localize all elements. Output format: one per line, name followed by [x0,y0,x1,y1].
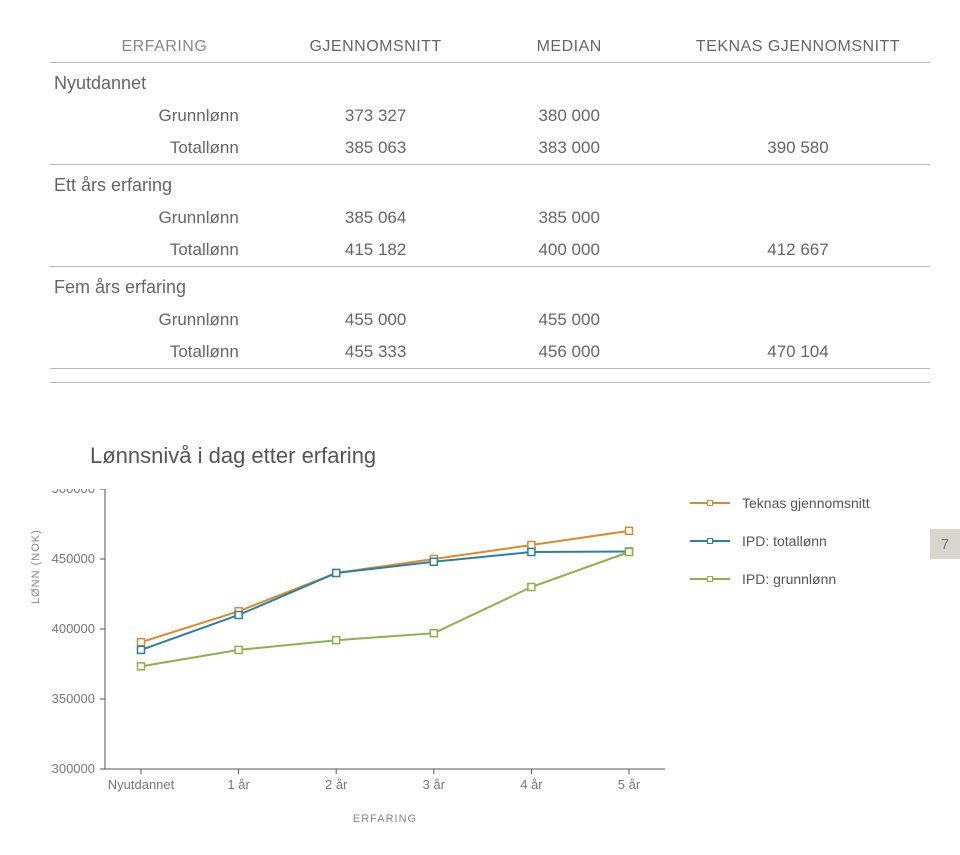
row-teknas [666,304,930,336]
row-label: Grunnlønn [50,202,279,234]
table-row: Totallønn455 333456 000470 104 [50,336,930,369]
table-row: Grunnlønn373 327380 000 [50,100,930,132]
row-label: Grunnlønn [50,100,279,132]
row-median: 380 000 [472,100,666,132]
legend-item: IPD: totallønn [690,533,870,549]
th-median: MEDIAN [472,30,666,63]
row-mean: 385 063 [279,132,473,165]
row-mean: 373 327 [279,100,473,132]
svg-text:450000: 450000 [52,551,95,566]
row-teknas: 470 104 [666,336,930,369]
chart-legend: Teknas gjennomsnitt IPD: totallønn IPD: gr… [690,495,870,609]
row-mean: 385 064 [279,202,473,234]
legend-label: Teknas gjennomsnitt [742,495,870,511]
chart-xlabel: ERFARING [105,813,665,825]
row-teknas [666,202,930,234]
table-group-row: Ett års erfaring [50,165,930,203]
table-row: Grunnlønn385 064385 000 [50,202,930,234]
svg-text:400000: 400000 [52,621,95,636]
row-label: Totallønn [50,132,279,165]
th-teknas: TEKNAS GJENNOMSNITT [666,30,930,63]
row-median: 383 000 [472,132,666,165]
line-chart: 500000 450000 400000 350000 300000 Nyutdannet… [50,489,690,809]
row-median: 455 000 [472,304,666,336]
row-label: Totallønn [50,234,279,267]
legend-swatch [690,535,730,547]
row-median: 385 000 [472,202,666,234]
legend-label: IPD: grunnlønn [742,571,836,587]
group-label: Fem års erfaring [50,267,279,305]
th-mean: GJENNOMSNITT [279,30,473,63]
chart-ylabel: LØNN (NOK) [30,529,42,604]
table-row: Grunnlønn455 000455 000 [50,304,930,336]
legend-swatch [690,573,730,585]
svg-text:350000: 350000 [52,691,95,706]
row-median: 456 000 [472,336,666,369]
page-number-badge: 7 [930,529,960,559]
svg-text:Nyutdannet: Nyutdannet [108,777,175,792]
group-label: Nyutdannet [50,63,279,101]
row-teknas: 412 667 [666,234,930,267]
svg-text:4 år: 4 år [520,777,543,792]
svg-text:1 år: 1 år [227,777,250,792]
row-median: 400 000 [472,234,666,267]
legend-label: IPD: totallønn [742,533,827,549]
legend-item: Teknas gjennomsnitt [690,495,870,511]
row-mean: 415 182 [279,234,473,267]
chart-wrap: LØNN (NOK) 50000045000040000035000030000… [50,489,930,825]
table-row: Totallønn415 182400 000412 667 [50,234,930,267]
legend-item: IPD: grunnlønn [690,571,870,587]
table-group-row: Nyutdannet [50,63,930,101]
svg-text:3 år: 3 år [423,777,446,792]
table-group-row: Fem års erfaring [50,267,930,305]
salary-table: ERFARING GJENNOMSNITT MEDIAN TEKNAS GJEN… [50,30,930,383]
svg-text:2 år: 2 år [325,777,348,792]
group-label: Ett års erfaring [50,165,279,203]
row-label: Grunnlønn [50,304,279,336]
row-teknas [666,100,930,132]
row-label: Totallønn [50,336,279,369]
th-experience: ERFARING [50,30,279,63]
svg-text:5 år: 5 år [618,777,641,792]
legend-swatch [690,497,730,509]
row-mean: 455 000 [279,304,473,336]
row-teknas: 390 580 [666,132,930,165]
chart-title: Lønnsnivå i dag etter erfaring [90,443,930,469]
row-mean: 455 333 [279,336,473,369]
table-row: Totallønn385 063383 000390 580 [50,132,930,165]
svg-text:500000: 500000 [52,489,95,496]
svg-text:300000: 300000 [52,761,95,776]
